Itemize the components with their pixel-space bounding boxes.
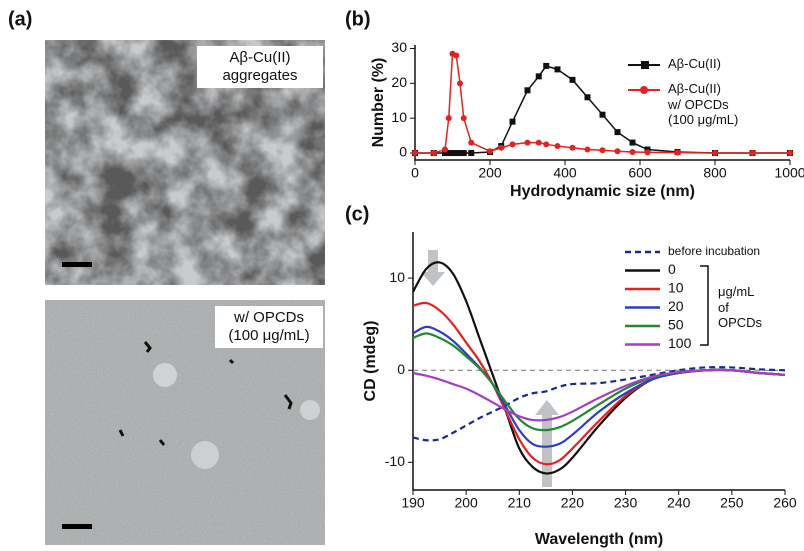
marker	[525, 140, 531, 146]
marker	[630, 149, 636, 155]
marker	[442, 147, 448, 153]
x-axis-title: Hydrodynamic size (nm)	[510, 183, 695, 200]
marker	[536, 140, 542, 146]
legend-marker	[641, 61, 649, 69]
legend-label: before incubation	[668, 244, 760, 258]
marker	[498, 145, 504, 151]
marker	[712, 150, 718, 156]
marker	[600, 112, 606, 118]
image-caption: w/ OPCDs (100 μg/mL)	[215, 306, 323, 348]
legend-label: Aβ-Cu(II)	[668, 56, 721, 72]
y-tick-label: 0	[397, 361, 405, 377]
marker	[536, 73, 542, 79]
y-axis-title: CD (mdeg)	[362, 321, 379, 402]
x-tick-label: 0	[411, 165, 419, 181]
marker	[457, 80, 463, 86]
x-tick-label: 1000	[774, 165, 804, 181]
x-axis-title: Wavelength (nm)	[535, 531, 663, 548]
axis	[413, 232, 785, 490]
marker	[615, 129, 621, 135]
marker	[461, 115, 467, 121]
marker	[585, 147, 591, 153]
marker	[468, 150, 474, 156]
legend-marker	[640, 86, 648, 94]
marker	[510, 119, 516, 125]
marker	[750, 150, 756, 156]
x-tick-label: 600	[628, 165, 652, 181]
legend-label: 20	[668, 298, 684, 314]
legend-label: 100	[668, 335, 692, 351]
marker	[468, 140, 474, 146]
marker	[412, 150, 418, 156]
image-caption: Aβ-Cu(II) aggregates	[197, 46, 323, 88]
x-tick-label: 250	[720, 495, 744, 511]
y-tick-label: 20	[391, 74, 407, 90]
y-tick-label: 0	[399, 144, 407, 160]
x-tick-label: 200	[454, 495, 478, 511]
marker	[453, 52, 459, 58]
marker	[787, 150, 793, 156]
x-tick-label: 260	[773, 495, 797, 511]
legend-label: 10	[668, 280, 684, 296]
y-tick-label: 30	[391, 39, 407, 55]
x-tick-label: 230	[614, 495, 638, 511]
x-tick-label: 220	[561, 495, 585, 511]
y-tick-label: 10	[391, 109, 407, 125]
marker	[487, 148, 493, 154]
x-tick-label: 400	[553, 165, 577, 181]
marker	[630, 140, 636, 146]
y-tick-label: -10	[385, 453, 405, 469]
marker	[543, 141, 549, 147]
marker	[570, 145, 576, 151]
marker	[510, 141, 516, 147]
marker	[525, 87, 531, 93]
legend-label: 0	[668, 261, 676, 277]
legend-label: 50	[668, 317, 684, 333]
marker	[645, 149, 651, 155]
x-tick-label: 240	[667, 495, 691, 511]
panel-label: (c)	[345, 203, 369, 225]
x-tick-label: 190	[401, 495, 425, 511]
marker	[431, 150, 437, 156]
y-axis-title: Number (%)	[370, 58, 387, 148]
legend-bracket	[700, 266, 708, 345]
marker	[570, 77, 576, 83]
x-tick-label: 200	[478, 165, 502, 181]
marker	[600, 147, 606, 153]
marker	[446, 115, 452, 121]
x-tick-label: 210	[508, 495, 532, 511]
marker	[555, 66, 561, 72]
marker	[585, 94, 591, 100]
marker	[543, 63, 549, 69]
marker	[675, 150, 681, 156]
marker	[615, 148, 621, 154]
legend-label: Aβ-Cu(II) w/ OPCDs (100 μg/mL)	[668, 81, 738, 128]
panel-label: (a)	[8, 8, 32, 30]
marker	[555, 143, 561, 149]
figure: (a) (b) (c) 020040060080010000102030Hydr…	[0, 0, 804, 551]
marker	[461, 150, 467, 156]
legend-note: μg/mL of OPCDs	[718, 284, 762, 331]
y-tick-label: 10	[389, 269, 405, 285]
panel-label: (b)	[345, 8, 371, 30]
x-tick-label: 800	[703, 165, 727, 181]
